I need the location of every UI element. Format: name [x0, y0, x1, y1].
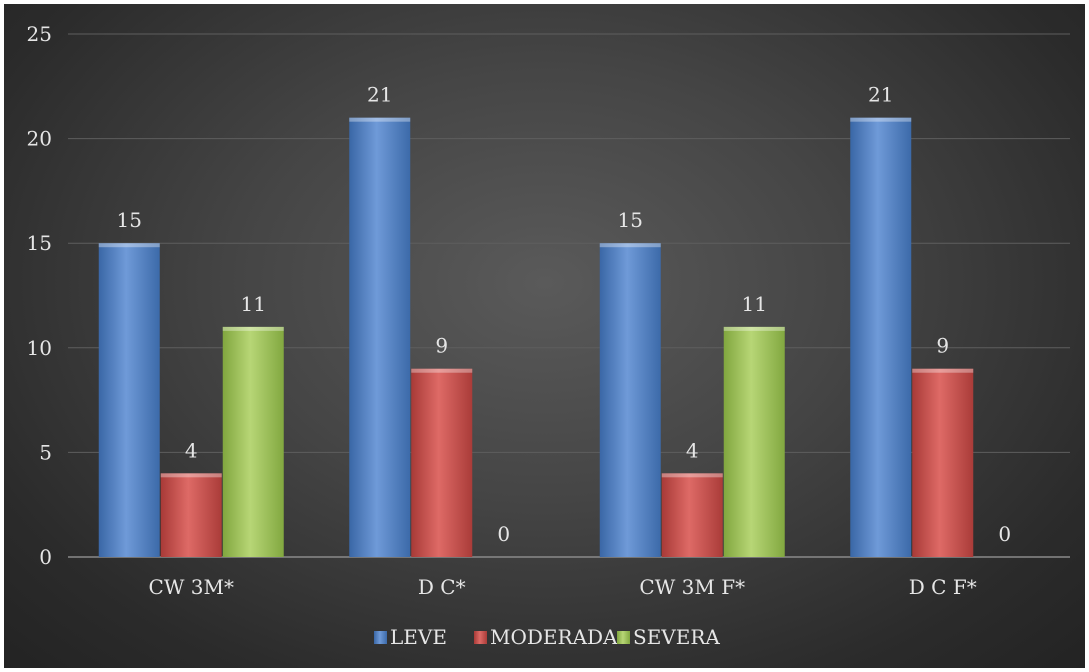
- data-label: 15: [117, 208, 142, 232]
- data-label: 0: [497, 522, 510, 546]
- bar-bevel: [599, 243, 661, 248]
- data-label: 4: [686, 438, 699, 462]
- legend-label: LEVE: [390, 625, 447, 649]
- y-tick-label: 20: [27, 127, 52, 151]
- chart-area: 0 5 10 15 20 25 15 4 11 CW 3M* 21 9 0 D C* 15 4 11 CW 3M…: [4, 4, 1085, 668]
- bar-bevel: [411, 368, 473, 373]
- bar-bevel: [160, 473, 222, 478]
- bar-bevel: [222, 326, 284, 331]
- bar-severa: [222, 326, 284, 557]
- bar-bevel: [723, 326, 785, 331]
- data-label: 9: [435, 334, 448, 358]
- bar-leve: [599, 243, 661, 557]
- legend-swatch-leve: [374, 631, 387, 644]
- y-tick-label: 15: [27, 231, 52, 255]
- data-label: 21: [367, 83, 392, 107]
- legend-label: MODERADA: [490, 625, 618, 649]
- data-label: 9: [936, 334, 949, 358]
- legend-swatch-severa: [617, 631, 630, 644]
- bar-leve: [98, 243, 160, 557]
- y-tick-label: 25: [27, 22, 52, 46]
- bar-moderada: [160, 473, 222, 557]
- data-label: 15: [618, 208, 643, 232]
- data-label: 21: [868, 83, 893, 107]
- bar-bevel: [98, 243, 160, 248]
- data-label: 4: [185, 438, 198, 462]
- y-tick-label: 10: [27, 336, 52, 360]
- bar-leve: [349, 117, 411, 558]
- data-label: 11: [742, 292, 767, 316]
- x-category-label: D C*: [418, 575, 466, 599]
- y-tick-label: 0: [39, 545, 52, 569]
- x-category-label: D C F*: [909, 575, 977, 599]
- x-category-label: CW 3M F*: [639, 575, 745, 599]
- legend-label: SEVERA: [633, 625, 720, 649]
- bar-bevel: [349, 117, 411, 122]
- bar-bevel: [850, 117, 912, 122]
- bar-bevel: [912, 368, 974, 373]
- data-label: 0: [998, 522, 1011, 546]
- bar-chart: 0 5 10 15 20 25 15 4 11 CW 3M* 21 9 0 D C* 15 4 11 CW 3M…: [27, 22, 1070, 649]
- bar-severa: [723, 326, 785, 557]
- y-tick-label: 5: [39, 440, 52, 464]
- legend: LEVE MODERADA SEVERA: [374, 625, 720, 649]
- x-category-label: CW 3M*: [149, 575, 234, 599]
- legend-swatch-moderada: [474, 631, 487, 644]
- data-label: 11: [241, 292, 266, 316]
- bar-leve: [850, 117, 912, 558]
- bar-moderada: [661, 473, 723, 557]
- bar-bevel: [661, 473, 723, 478]
- bar-moderada: [411, 368, 473, 557]
- bar-moderada: [912, 368, 974, 557]
